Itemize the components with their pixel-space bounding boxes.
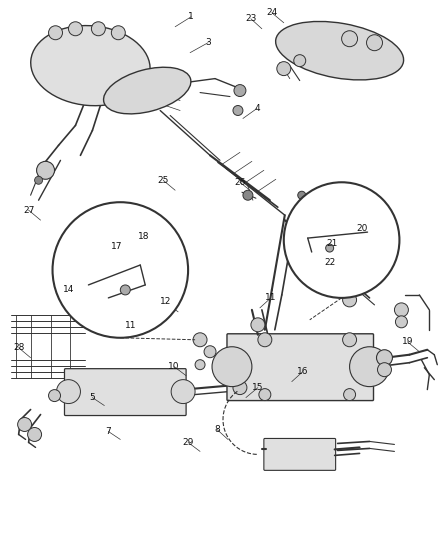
Text: 27: 27	[23, 206, 34, 215]
Circle shape	[193, 333, 207, 347]
Text: 22: 22	[323, 257, 335, 266]
Circle shape	[49, 26, 62, 40]
Text: 19: 19	[401, 337, 412, 346]
FancyBboxPatch shape	[263, 439, 335, 470]
Text: 28: 28	[13, 343, 24, 352]
Circle shape	[276, 62, 290, 76]
Circle shape	[212, 347, 251, 386]
Text: 3: 3	[205, 38, 210, 47]
Circle shape	[233, 381, 246, 394]
Text: 15: 15	[251, 383, 263, 392]
Circle shape	[376, 350, 392, 366]
Circle shape	[120, 285, 130, 295]
FancyBboxPatch shape	[226, 334, 373, 401]
Circle shape	[342, 293, 356, 307]
Text: 26: 26	[234, 178, 245, 187]
Text: 11: 11	[265, 293, 276, 302]
Text: 10: 10	[168, 362, 180, 371]
Text: 24: 24	[265, 9, 277, 17]
Circle shape	[343, 389, 355, 401]
Circle shape	[366, 35, 381, 51]
Text: 21: 21	[325, 239, 336, 247]
Text: 18: 18	[137, 232, 148, 240]
Circle shape	[68, 22, 82, 36]
Circle shape	[111, 26, 125, 40]
Text: 4: 4	[254, 104, 259, 113]
Circle shape	[36, 161, 54, 179]
Circle shape	[258, 389, 270, 401]
Text: 25: 25	[157, 176, 169, 185]
Text: 29: 29	[182, 438, 193, 447]
Circle shape	[394, 303, 407, 317]
Circle shape	[18, 417, 32, 432]
Circle shape	[49, 390, 60, 401]
Circle shape	[242, 190, 252, 200]
Circle shape	[302, 263, 316, 277]
Circle shape	[293, 55, 305, 67]
Circle shape	[342, 333, 356, 347]
Text: 1: 1	[188, 12, 194, 21]
Circle shape	[233, 85, 245, 96]
Text: 20: 20	[355, 224, 367, 232]
Circle shape	[341, 31, 357, 47]
Ellipse shape	[275, 21, 403, 80]
Circle shape	[233, 106, 242, 116]
Circle shape	[325, 244, 333, 252]
Circle shape	[194, 360, 205, 370]
Circle shape	[251, 318, 264, 332]
Text: 8: 8	[214, 425, 219, 434]
Circle shape	[257, 333, 271, 347]
FancyBboxPatch shape	[64, 369, 186, 416]
Text: 16: 16	[297, 367, 308, 376]
Circle shape	[91, 22, 105, 36]
Ellipse shape	[31, 26, 150, 106]
Circle shape	[28, 427, 42, 441]
Text: 14: 14	[63, 286, 74, 294]
Text: 23: 23	[245, 14, 256, 23]
Circle shape	[53, 202, 187, 338]
Circle shape	[35, 176, 42, 184]
Text: 12: 12	[159, 297, 170, 306]
Circle shape	[297, 191, 305, 199]
Circle shape	[377, 362, 391, 377]
Text: 17: 17	[110, 241, 122, 251]
Circle shape	[349, 347, 389, 386]
Circle shape	[57, 379, 80, 403]
Ellipse shape	[103, 67, 191, 114]
Text: 5: 5	[89, 393, 95, 402]
Circle shape	[171, 379, 194, 403]
Text: 7: 7	[105, 427, 111, 436]
Circle shape	[204, 346, 215, 358]
Circle shape	[283, 182, 399, 298]
Text: 11: 11	[124, 321, 136, 330]
Circle shape	[395, 316, 406, 328]
